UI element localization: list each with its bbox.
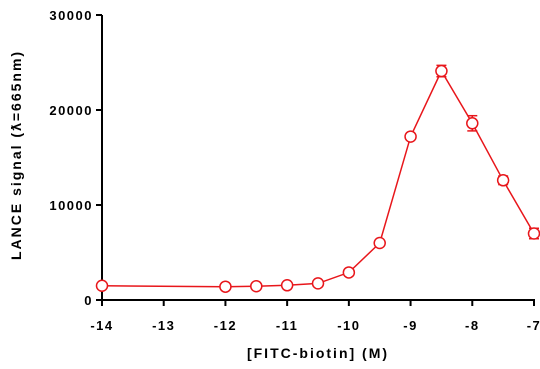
data-point: [311, 277, 325, 290]
series-line: [101, 69, 535, 288]
x-axis-title: [FITC-biotin] (M): [247, 345, 389, 361]
x-axis: -14 -13 -12 -11 -10 -9 -8 -7: [90, 299, 540, 333]
data-point: [466, 117, 479, 130]
data-point: [435, 64, 448, 78]
data-point: [496, 174, 510, 187]
data-point: [342, 266, 356, 279]
y-tick-label: 20000: [49, 103, 93, 118]
data-point: [373, 236, 386, 250]
x-tick-label: -11: [276, 318, 299, 333]
data-point: [95, 279, 109, 292]
x-tick-label: -9: [403, 318, 418, 333]
x-tick-label: -8: [465, 318, 480, 333]
series-layer: [95, 64, 540, 293]
y-tick-label: 10000: [49, 198, 93, 213]
x-tick-label: -14: [90, 318, 113, 333]
data-point: [527, 227, 540, 240]
data-point: [250, 279, 263, 293]
data-point: [404, 130, 417, 143]
x-tick-label: -10: [337, 318, 360, 333]
x-tick-label: -13: [152, 318, 175, 333]
y-axis-title: LANCE signal (ƛ=665nm): [8, 50, 24, 260]
x-tick-label: -12: [214, 318, 237, 333]
y-tick-label: 0: [84, 293, 93, 308]
y-tick-label: 30000: [49, 8, 93, 23]
data-point: [219, 280, 232, 293]
y-axis: 0 10000 20000 30000: [49, 8, 103, 308]
x-tick-label: -7: [527, 318, 540, 333]
data-point: [280, 279, 294, 292]
